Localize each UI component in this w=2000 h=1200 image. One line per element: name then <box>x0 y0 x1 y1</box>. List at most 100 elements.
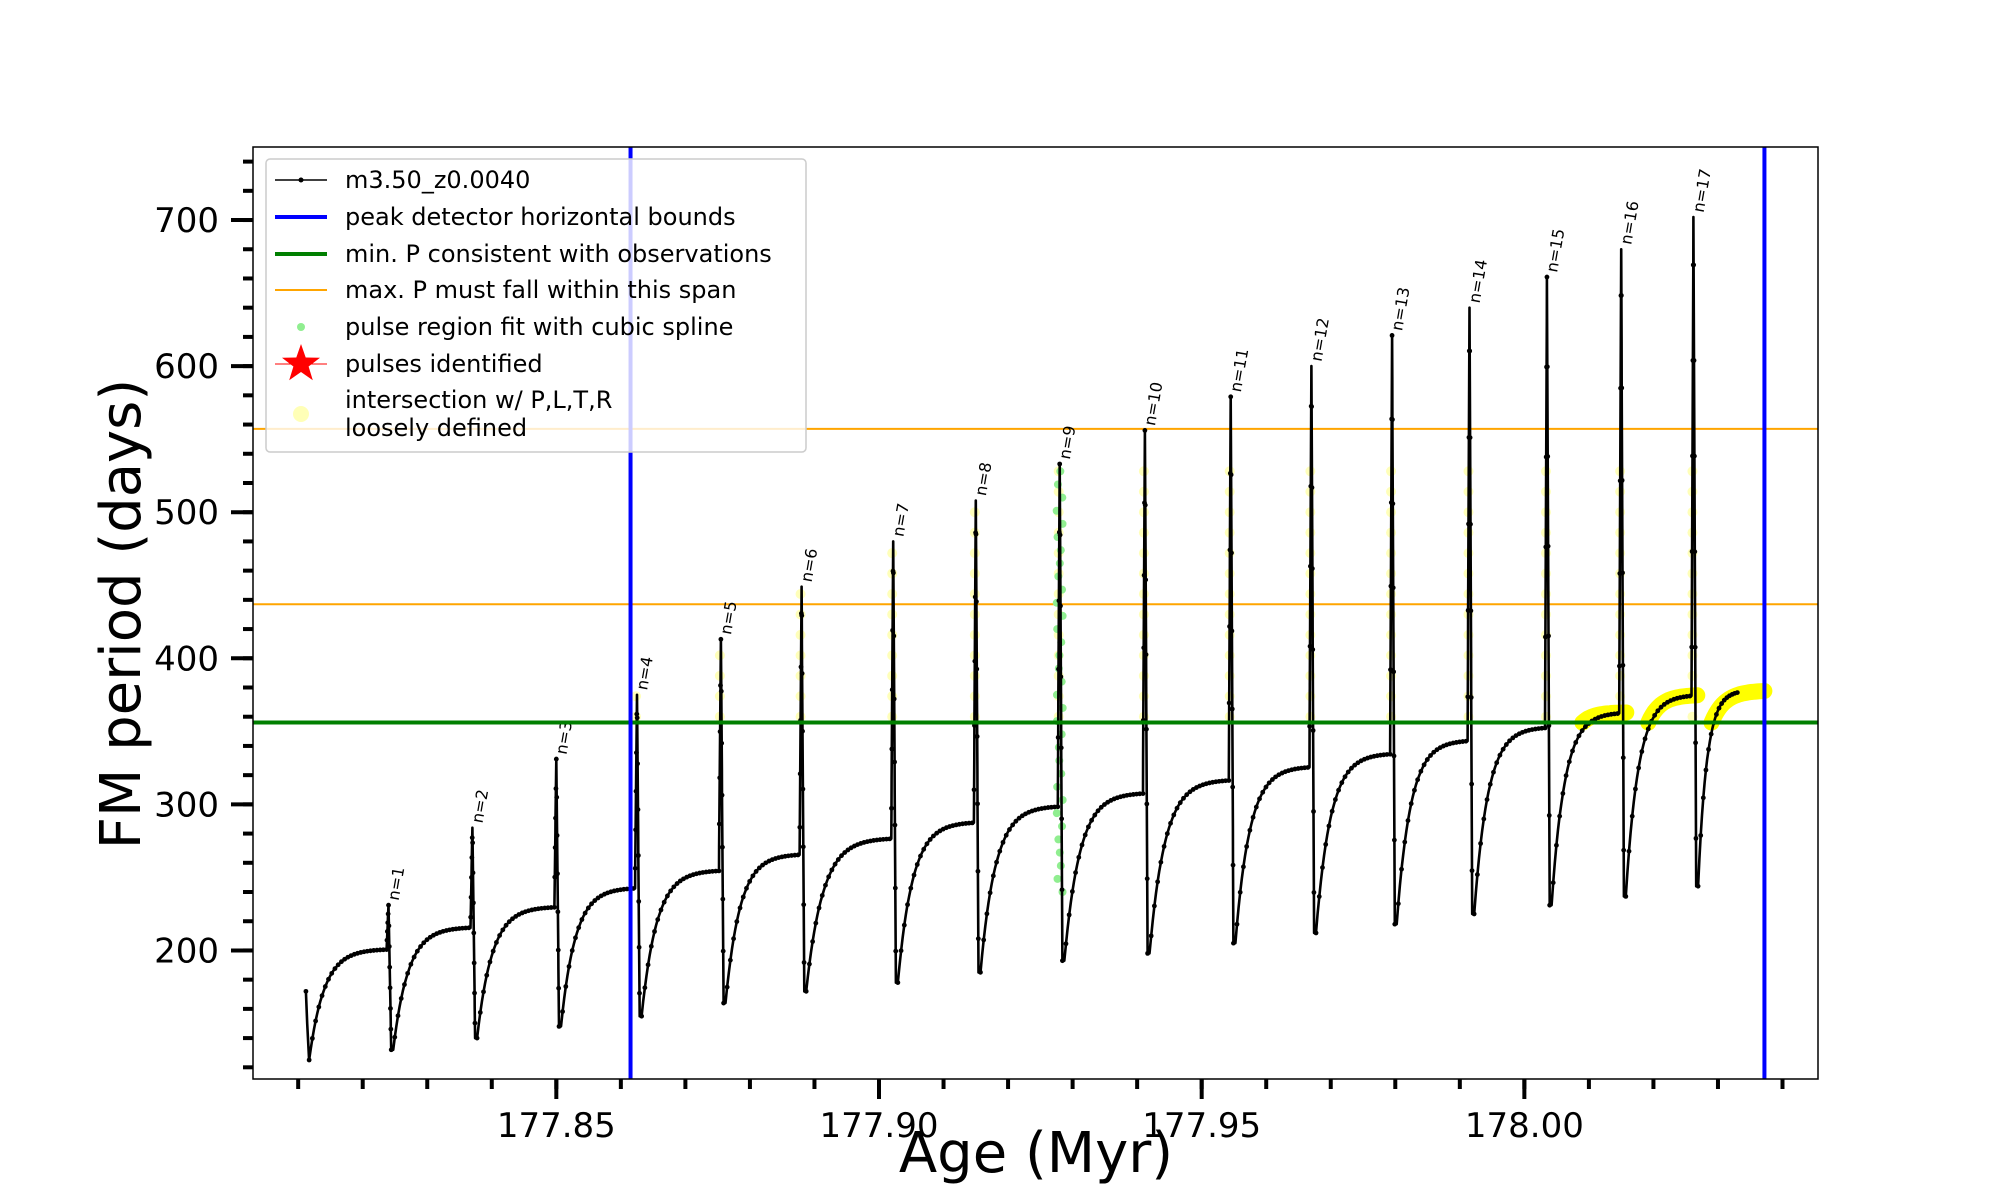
series-point <box>1250 814 1256 820</box>
series-point <box>1691 358 1697 363</box>
series-point <box>1158 859 1164 865</box>
series-point <box>716 868 722 874</box>
series-point <box>975 868 981 874</box>
series-point <box>386 902 391 908</box>
series-point <box>633 788 639 794</box>
series-point <box>994 859 999 865</box>
series-point <box>1332 797 1338 802</box>
series-point <box>472 990 477 996</box>
series-point <box>842 850 848 855</box>
series-point <box>1247 827 1253 833</box>
series-point <box>914 862 920 867</box>
series-point <box>1058 603 1063 609</box>
series-point <box>1390 501 1396 507</box>
series-point <box>1583 724 1588 730</box>
series-point <box>556 1024 562 1029</box>
series-point <box>803 988 809 994</box>
y-axis-label: FM period (days) <box>89 379 154 849</box>
series-point <box>1573 740 1579 745</box>
series-point <box>635 761 640 767</box>
series-point <box>1714 711 1719 717</box>
series-point <box>1263 784 1269 790</box>
series-point <box>1463 738 1469 744</box>
series-point <box>553 786 559 791</box>
series-point <box>1693 835 1699 841</box>
series-point <box>1542 725 1548 731</box>
series-point <box>421 940 427 946</box>
series-point <box>468 894 474 900</box>
series-point <box>1066 912 1072 918</box>
series-point <box>1507 738 1512 744</box>
series-point <box>1226 778 1232 783</box>
series-point <box>1418 768 1424 774</box>
x-tick-label: 177.95 <box>1142 1106 1261 1146</box>
series-point <box>1309 404 1314 410</box>
series-point <box>1226 700 1232 706</box>
series-point <box>1003 832 1009 838</box>
series-point <box>807 961 812 967</box>
series-point <box>319 993 325 999</box>
series-point <box>826 874 832 880</box>
series-point <box>727 957 733 963</box>
series-point <box>671 884 677 890</box>
series-point <box>1566 759 1572 765</box>
series-point <box>418 944 423 949</box>
series-point <box>889 687 895 693</box>
series-point <box>477 1010 483 1015</box>
series-point <box>555 909 561 915</box>
series-point <box>813 920 819 926</box>
series-point <box>576 925 582 931</box>
series-point <box>1387 751 1393 757</box>
series-point <box>1076 854 1082 860</box>
series-point <box>718 683 723 688</box>
series-point <box>1095 808 1101 814</box>
legend-label: max. P must fall within this span <box>345 276 736 304</box>
series-point <box>1310 647 1316 652</box>
series-point <box>1342 774 1348 780</box>
spline-fit-point <box>1052 809 1061 818</box>
series-point <box>554 794 560 800</box>
series-point <box>1391 669 1397 675</box>
series-point <box>1620 570 1625 576</box>
series-point <box>384 937 390 943</box>
series-point <box>1345 769 1351 775</box>
series-point <box>386 944 392 949</box>
series-point <box>924 841 930 847</box>
series-point <box>387 964 393 970</box>
legend-handle-circle <box>293 406 309 422</box>
series-point <box>408 961 414 967</box>
series-point <box>569 948 575 953</box>
series-point <box>402 982 407 987</box>
series-point <box>799 613 805 619</box>
series-point <box>384 929 390 934</box>
series-point <box>661 899 667 905</box>
series-point <box>1467 435 1473 440</box>
series-point <box>1316 894 1322 899</box>
series-point <box>1399 866 1404 872</box>
series-point <box>1467 348 1473 354</box>
series-point <box>744 885 749 891</box>
series-point <box>592 898 598 903</box>
series-point <box>1415 777 1421 783</box>
series-point <box>1703 767 1709 773</box>
series-point <box>1546 633 1551 639</box>
series-point <box>895 980 901 985</box>
series-point <box>1320 865 1325 870</box>
series-point <box>387 985 393 991</box>
series-point <box>974 734 980 739</box>
series-point <box>1655 708 1661 714</box>
y-tick-label: 700 <box>154 201 219 241</box>
series-point <box>1639 749 1645 754</box>
y-tick-label: 200 <box>154 931 219 971</box>
series-point <box>1329 808 1335 814</box>
series-point <box>1428 753 1433 758</box>
series-point <box>1228 472 1234 478</box>
series-point <box>1056 666 1061 672</box>
series-point <box>1010 822 1016 828</box>
series-point <box>313 1018 318 1024</box>
series-point <box>1544 274 1550 280</box>
legend-label: pulse region fit with cubic spline <box>345 313 733 341</box>
series-point <box>1618 293 1624 298</box>
series-point <box>1339 780 1345 786</box>
series-point <box>810 939 816 944</box>
